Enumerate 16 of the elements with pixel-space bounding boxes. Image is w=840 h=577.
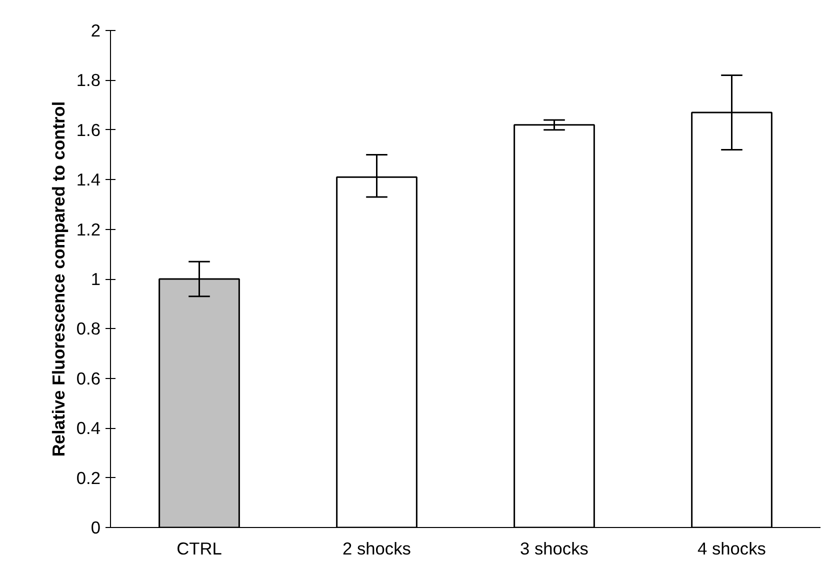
y-tick-label: 1.2 — [76, 219, 101, 240]
y-tick-label: 0.4 — [76, 418, 101, 438]
y-axis-title: Relative Fluorescence compared to control — [48, 101, 68, 457]
y-tick-label: 0.8 — [76, 318, 101, 339]
y-tick-label: 1.6 — [76, 120, 101, 140]
y-tick-label: 0.6 — [76, 368, 101, 388]
x-tick-label: 4 shocks — [698, 538, 766, 558]
y-tick-label: 1 — [90, 269, 101, 289]
x-tick-label: 3 shocks — [520, 538, 589, 558]
y-tick-label: 2 — [90, 20, 101, 40]
x-tick-label: 2 shocks — [342, 538, 412, 558]
y-tick-label: 0 — [90, 518, 101, 538]
y-tick-label: 0.2 — [76, 468, 101, 488]
y-tick-label: 1.4 — [76, 170, 101, 190]
y-tick-label: 1.8 — [76, 70, 101, 90]
x-tick-label: CTRL — [176, 538, 222, 558]
